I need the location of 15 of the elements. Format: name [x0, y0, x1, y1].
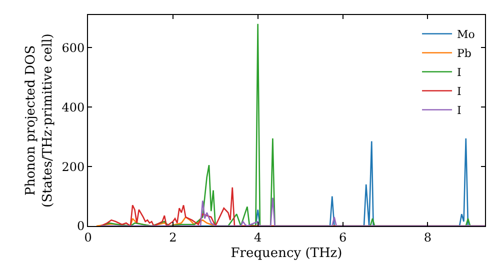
x-tick-label: 2 [169, 230, 177, 244]
y-axis-title: Phonon projected DOS (States/THz·primitive cell) [24, 33, 56, 208]
y-tick-label: 600 [62, 40, 85, 55]
y-tick-label: 400 [62, 100, 85, 114]
legend-label: Pb [457, 47, 472, 60]
legend-label: I [457, 85, 462, 98]
x-axis-title: Frequency (THz) [230, 246, 342, 261]
legend-label: I [457, 104, 462, 118]
legend-label: I [457, 66, 462, 80]
x-tick-label: 8 [424, 230, 432, 244]
x-tick-label: 4 [254, 230, 262, 244]
legend-label: Mo [457, 28, 476, 42]
y-tick-label: 0 [76, 219, 85, 234]
x-tick-label: 6 [338, 230, 347, 244]
y-tick-label: 200 [62, 160, 85, 174]
